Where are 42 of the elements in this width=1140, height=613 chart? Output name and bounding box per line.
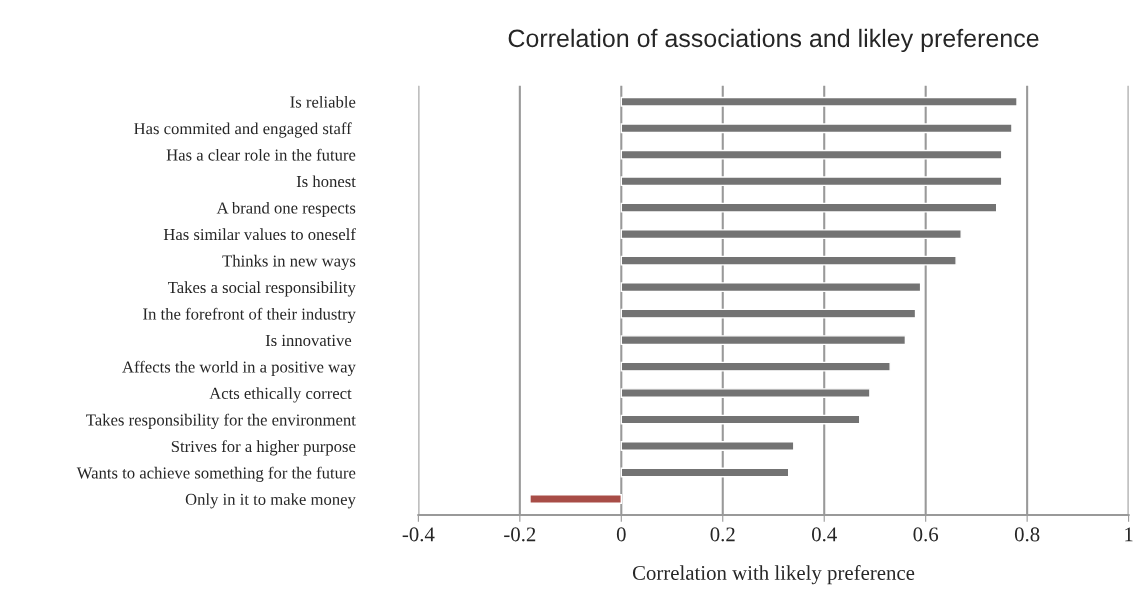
bar — [620, 202, 998, 213]
x-tick-label: 1 — [1125, 527, 1133, 542]
y-tick-label: Is innovative — [265, 334, 352, 347]
x-tick-label: 0.8 — [1014, 527, 1040, 542]
x-tick-label: 0.6 — [913, 527, 939, 542]
x-tick-label: 0.2 — [710, 527, 735, 542]
x-axis-title: Correlation with likely preference — [632, 565, 915, 585]
chart-title: Correlation of associations and likley preference — [508, 28, 1039, 53]
y-tick-label: Only in it to make money — [185, 493, 356, 509]
x-tick-label: -0.4 — [402, 527, 435, 542]
bar — [620, 229, 962, 240]
y-tick-label: Has a clear role in the future — [166, 148, 356, 161]
bar — [620, 388, 871, 399]
y-tick-label: Takes a social responsibility — [168, 281, 356, 297]
bar — [620, 149, 1003, 160]
x-tick-label: 0.4 — [811, 527, 837, 542]
bar — [620, 467, 790, 478]
bar — [620, 176, 1003, 187]
y-tick-label: Affects the world in a positive way — [122, 360, 356, 377]
bar — [620, 308, 917, 319]
bar — [620, 123, 1013, 134]
x-tick-label: 0 — [616, 527, 626, 542]
y-tick-label: Acts ethically correct — [209, 387, 352, 403]
x-tick-label: -0.2 — [504, 527, 536, 542]
y-tick-label: Takes responsibility for the environment — [86, 413, 356, 430]
bar — [529, 494, 622, 504]
bar — [620, 441, 795, 451]
y-tick-label: In the forefront of their industry — [143, 307, 356, 324]
y-tick-label: Is reliable — [290, 95, 356, 108]
y-tick-label: Is honest — [296, 175, 356, 188]
bar — [620, 96, 1018, 107]
y-tick-label: Strives for a higher purpose — [171, 440, 356, 456]
y-tick-label: A brand one respects — [216, 201, 356, 217]
y-tick-label: Thinks in new ways — [222, 254, 356, 271]
bar — [620, 335, 907, 346]
bar — [620, 361, 891, 372]
bar — [620, 282, 922, 293]
y-tick-label: Has commited and engaged staff — [134, 122, 352, 138]
y-tick-label: Has similar values to oneself — [163, 228, 356, 241]
bar — [620, 255, 957, 266]
y-tick-label: Wants to achieve something for the future — [76, 466, 356, 482]
bar — [620, 414, 861, 425]
